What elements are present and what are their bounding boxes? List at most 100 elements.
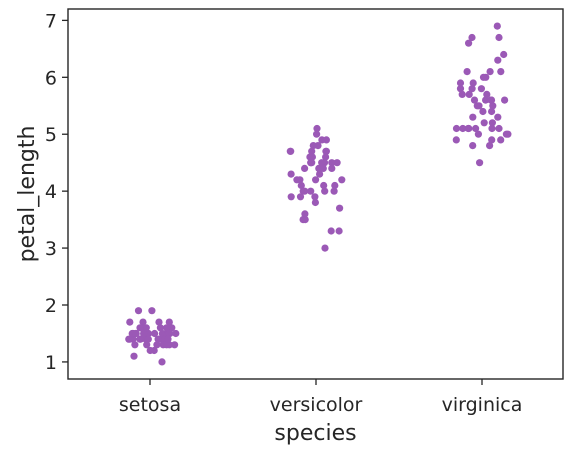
data-point-virginica-11 bbox=[494, 113, 502, 121]
data-point-setosa-34 bbox=[140, 329, 148, 338]
data-point-virginica-5 bbox=[465, 39, 473, 47]
data-point-versicolor-44 bbox=[338, 176, 346, 184]
data-point-setosa-29 bbox=[142, 324, 150, 332]
y-tick-label: 6 bbox=[45, 67, 57, 89]
data-point-versicolor-43 bbox=[327, 227, 335, 235]
data-point-setosa-30 bbox=[163, 324, 171, 332]
data-point-versicolor-45 bbox=[312, 176, 320, 184]
data-point-versicolor-8 bbox=[308, 153, 316, 161]
data-point-setosa-43 bbox=[136, 324, 144, 332]
data-point-virginica-49 bbox=[495, 124, 503, 133]
data-point-versicolor-18 bbox=[328, 159, 336, 167]
data-point-versicolor-17 bbox=[297, 181, 305, 190]
data-point-virginica-1 bbox=[488, 124, 496, 133]
data-point-versicolor-33 bbox=[313, 124, 321, 133]
data-point-versicolor-12 bbox=[321, 187, 329, 195]
data-point-versicolor-35 bbox=[318, 159, 326, 167]
data-point-setosa-37 bbox=[144, 335, 152, 343]
data-point-versicolor-19 bbox=[311, 193, 319, 201]
data-point-setosa-42 bbox=[163, 341, 171, 349]
data-point-virginica-20 bbox=[483, 90, 491, 98]
data-point-versicolor-31 bbox=[336, 204, 344, 212]
x-tick-label: setosa bbox=[119, 394, 181, 416]
data-point-versicolor-49 bbox=[331, 181, 339, 190]
data-point-virginica-15 bbox=[469, 113, 477, 121]
data-point-setosa-46 bbox=[156, 324, 164, 332]
data-point-virginica-29 bbox=[477, 85, 485, 93]
y-tick-label: 5 bbox=[45, 124, 57, 146]
data-point-virginica-23 bbox=[452, 136, 460, 144]
data-point-virginica-6 bbox=[476, 159, 484, 167]
data-point-versicolor-29 bbox=[301, 216, 309, 224]
data-points bbox=[125, 22, 512, 366]
data-point-virginica-40 bbox=[470, 96, 479, 104]
data-point-versicolor-22 bbox=[318, 136, 326, 144]
data-point-versicolor-42 bbox=[301, 187, 309, 195]
data-point-virginica-46 bbox=[502, 130, 510, 138]
data-point-setosa-35 bbox=[146, 346, 154, 355]
data-point-setosa-49 bbox=[125, 335, 133, 343]
x-tick-label: virginica bbox=[442, 394, 523, 416]
data-point-versicolor-15 bbox=[301, 164, 309, 172]
data-point-virginica-27 bbox=[488, 136, 496, 144]
data-point-setosa-23 bbox=[139, 318, 147, 326]
data-point-versicolor-32 bbox=[296, 193, 305, 201]
data-point-virginica-7 bbox=[494, 56, 502, 64]
data-point-versicolor-46 bbox=[296, 176, 304, 184]
data-point-virginica-33 bbox=[459, 124, 467, 133]
data-point-setosa-27 bbox=[165, 329, 173, 338]
data-point-virginica-35 bbox=[463, 68, 471, 76]
y-tick-label: 3 bbox=[45, 238, 57, 260]
data-point-setosa-24 bbox=[134, 307, 143, 315]
x-axis-ticks: setosa versicolor virginica bbox=[119, 379, 522, 416]
data-point-versicolor-36 bbox=[287, 147, 295, 155]
data-point-virginica-3 bbox=[501, 96, 509, 104]
data-point-virginica-42 bbox=[465, 124, 473, 133]
data-point-virginica-31 bbox=[500, 50, 508, 59]
data-point-setosa-39 bbox=[132, 329, 140, 338]
data-point-virginica-16 bbox=[489, 102, 497, 110]
y-tick-label: 1 bbox=[45, 352, 57, 374]
data-point-versicolor-48 bbox=[321, 244, 329, 252]
data-point-setosa-45 bbox=[164, 335, 172, 343]
data-point-virginica-36 bbox=[487, 96, 495, 104]
y-tick-label: 7 bbox=[45, 10, 57, 32]
data-point-versicolor-16 bbox=[308, 159, 316, 167]
data-point-versicolor-40 bbox=[328, 164, 336, 172]
data-point-versicolor-9 bbox=[287, 193, 295, 201]
data-point-setosa-13 bbox=[130, 352, 138, 360]
data-point-virginica-30 bbox=[486, 68, 494, 76]
data-point-versicolor-24 bbox=[287, 170, 295, 178]
data-point-virginica-41 bbox=[472, 124, 480, 133]
data-point-setosa-10 bbox=[158, 329, 166, 338]
data-point-versicolor-37 bbox=[319, 164, 327, 172]
x-axis-label: species bbox=[274, 421, 356, 446]
data-point-virginica-17 bbox=[495, 33, 503, 42]
data-point-versicolor-39 bbox=[307, 187, 315, 195]
data-point-virginica-25 bbox=[479, 73, 488, 81]
y-axis-label: petal_length bbox=[15, 126, 40, 263]
data-point-versicolor-30 bbox=[311, 198, 319, 207]
data-point-versicolor-47 bbox=[316, 170, 324, 178]
data-point-versicolor-38 bbox=[320, 181, 328, 190]
data-point-setosa-2 bbox=[153, 341, 161, 349]
data-point-virginica-45 bbox=[480, 119, 488, 127]
data-point-versicolor-26 bbox=[309, 142, 317, 150]
data-point-versicolor-34 bbox=[333, 159, 341, 167]
data-point-versicolor-41 bbox=[322, 153, 330, 161]
data-point-setosa-16 bbox=[131, 341, 139, 349]
data-point-setosa-20 bbox=[126, 318, 134, 326]
data-point-setosa-33 bbox=[136, 335, 145, 343]
data-point-virginica-2 bbox=[456, 79, 465, 87]
y-tick-label: 4 bbox=[45, 181, 57, 203]
data-point-virginica-48 bbox=[479, 107, 487, 116]
y-tick-label: 2 bbox=[45, 295, 57, 317]
data-point-virginica-4 bbox=[456, 85, 465, 93]
data-point-virginica-26 bbox=[486, 142, 494, 150]
data-point-virginica-44 bbox=[458, 90, 466, 98]
data-point-virginica-34 bbox=[482, 96, 490, 104]
data-point-virginica-21 bbox=[497, 136, 505, 144]
data-point-versicolor-21 bbox=[330, 187, 338, 195]
data-point-versicolor-7 bbox=[335, 227, 343, 235]
data-point-setosa-36 bbox=[171, 341, 179, 349]
